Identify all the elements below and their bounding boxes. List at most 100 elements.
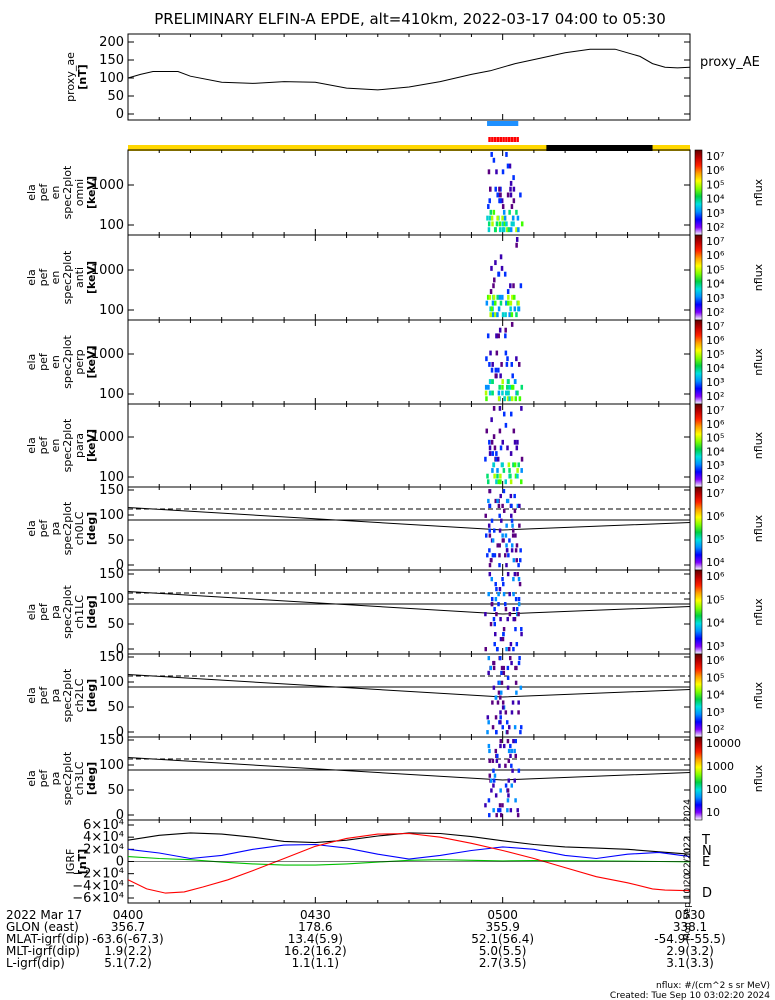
loss-cone-line (127, 674, 691, 698)
y-axis-label: pef (37, 769, 50, 788)
spectrogram-cell (496, 543, 499, 548)
footer-value: 5.1(7.2) (104, 956, 152, 970)
spectrogram-cell (497, 808, 500, 813)
spectrogram-cell (510, 543, 514, 548)
y-axis-label: en (49, 271, 62, 285)
loss-cone-line (127, 507, 691, 531)
spectrogram-cell (510, 384, 514, 390)
spectrogram-cell (501, 215, 504, 221)
spectrogram-cell (503, 396, 506, 402)
y-tick-label: 50 (107, 700, 124, 715)
colorbar-tick-label: 10 (706, 806, 720, 819)
spectrogram-cell (492, 406, 496, 411)
spectrogram-cell (494, 260, 497, 266)
y-tick-label: 6×10⁴ (83, 818, 124, 833)
spectrogram-cell (489, 558, 493, 563)
spectrogram-cell (498, 553, 501, 558)
spectrogram-cell (517, 597, 521, 602)
spectrogram-cell (488, 294, 492, 300)
spectrogram-cell (517, 300, 520, 306)
spectrogram-cell (496, 312, 499, 318)
spectrogram-cell (495, 758, 499, 763)
spectrogram-cell (490, 439, 494, 445)
science-zone-tick (513, 137, 517, 142)
spectrogram-cell (513, 725, 517, 730)
colorbar-tick-label: 10² (706, 390, 724, 403)
y-tick-label: 1000 (91, 430, 124, 445)
spectrogram-cell (516, 215, 520, 221)
spectrogram-cell (495, 333, 498, 339)
spectrogram-cell (509, 808, 513, 813)
spectrogram-cell (515, 237, 519, 242)
spectrogram-cell (496, 498, 499, 504)
spectrogram-cell (491, 758, 495, 763)
spectrogram-cell (498, 384, 501, 390)
y-axis-label: spec2plot (61, 585, 74, 639)
spectrogram-cell (492, 462, 496, 468)
spectrogram-cell (516, 572, 519, 577)
spectrogram-cell (488, 533, 492, 538)
spectrogram-cell (497, 271, 501, 277)
spectrogram-cell (488, 758, 491, 763)
panel-frame (127, 234, 691, 321)
y-axis-label: [deg] (85, 679, 98, 712)
y-tick-label: 150 (99, 733, 124, 748)
y-axis-label: [deg] (85, 595, 98, 628)
spectrogram-cell (517, 602, 521, 607)
spectrogram-cell (491, 553, 495, 558)
spectrogram-cell (488, 489, 491, 494)
spectrogram-cell (510, 548, 514, 553)
spectrogram-cell (499, 813, 503, 818)
spectrogram-cell (507, 793, 510, 798)
panel-frame (127, 149, 691, 236)
spectrogram-cell (497, 592, 500, 597)
spectrogram-cell (499, 656, 502, 661)
y-axis-label: spec2plot (61, 668, 74, 722)
colorbar (694, 486, 703, 571)
spectrogram-cell (506, 396, 510, 402)
colorbar-tick-label: 10⁶ (706, 249, 725, 262)
y-axis-label: pef (37, 268, 50, 287)
spectrogram-cell (486, 473, 489, 479)
spectrogram-cell (500, 198, 504, 204)
spectrogram-cell (518, 503, 521, 509)
spectrogram-cell (509, 186, 512, 192)
spectrogram-cell (506, 384, 509, 390)
spectrogram-cell (519, 192, 522, 198)
spectrogram-cell (486, 333, 490, 339)
spectrogram-cell (502, 411, 506, 417)
spectrogram-cell (504, 710, 508, 715)
spectrogram-cell (493, 528, 496, 533)
colorbar-tick-label: 10⁶ (706, 654, 725, 667)
spectrogram-cell (498, 563, 501, 568)
spectrogram-cell (503, 221, 507, 227)
footer-value: 2.9(3.2) (666, 944, 714, 958)
colorbar-tick-label: 100 (706, 783, 727, 796)
spectrogram-cell (501, 533, 504, 538)
spectrogram-cell (514, 627, 517, 632)
footer-value: 0430 (300, 908, 331, 922)
spectrogram-cell (515, 612, 519, 617)
spectrogram-cell (520, 627, 523, 632)
footer-value: 3.1(3.3) (666, 956, 714, 970)
colorbar-label: nflux (752, 681, 765, 709)
spectrogram-cell (516, 503, 520, 509)
spectrogram-cell (496, 192, 499, 198)
colorbar-tick-label: 10⁵ (706, 263, 724, 276)
spectrogram-cell (506, 498, 510, 504)
spectrogram-cell (505, 300, 508, 306)
y-tick-label: 0 (116, 808, 124, 823)
spectrogram-cell (495, 813, 498, 818)
spectrogram-cell (487, 743, 491, 749)
spectrogram-cell (511, 768, 514, 773)
y-tick-label: 100 (99, 470, 124, 485)
spectrogram-cell (493, 277, 496, 283)
spectrogram-cell (517, 660, 521, 666)
colorbar-label: nflux (752, 178, 765, 206)
spectrogram-cell (484, 612, 487, 617)
science-zone-tick (488, 137, 491, 142)
spectrogram-cell (484, 513, 487, 518)
spectrogram-cell (514, 396, 518, 402)
spectrogram-cell (515, 543, 519, 548)
spectrogram-cell (488, 390, 492, 396)
